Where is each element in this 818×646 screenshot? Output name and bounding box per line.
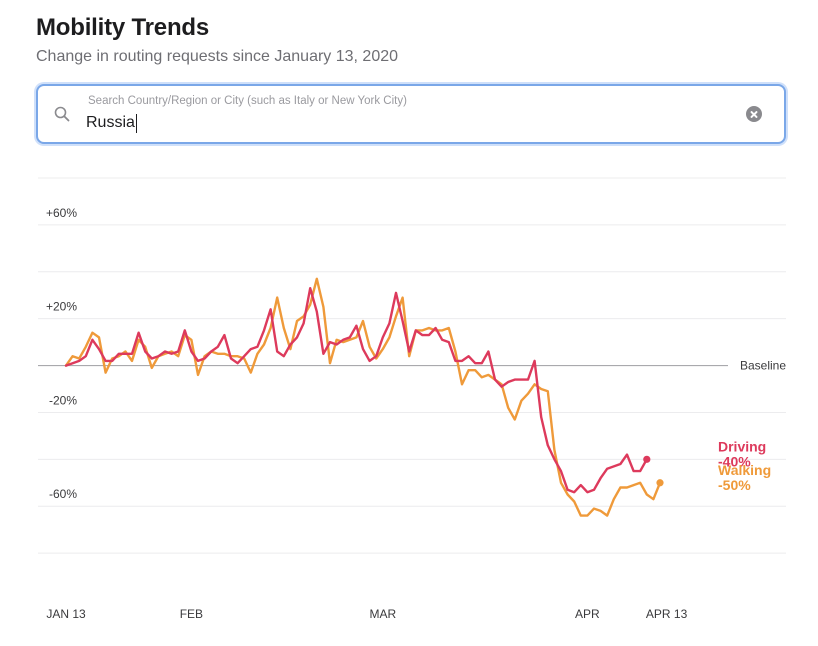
- search-icon: [54, 106, 70, 122]
- search-placeholder: Search Country/Region or City (such as I…: [88, 95, 407, 107]
- series-name-walking: Walking: [718, 462, 771, 478]
- search-box[interactable]: Search Country/Region or City (such as I…: [36, 84, 786, 144]
- y-tick-label: -20%: [49, 393, 77, 407]
- series-line-walking: [64, 277, 662, 517]
- text-caret: [135, 114, 137, 133]
- x-tick-label: MAR: [369, 607, 396, 621]
- baseline-label: Baseline: [740, 359, 786, 373]
- x-tick-label: FEB: [180, 607, 203, 621]
- series-end-value-walking: -50%: [718, 477, 751, 493]
- x-tick-label: APR: [575, 607, 600, 621]
- x-tick-label: JAN 13: [46, 607, 86, 621]
- y-tick-label: +60%: [46, 206, 77, 220]
- series-end-point-driving: [643, 455, 651, 463]
- page-subtitle: Change in routing requests since January…: [36, 48, 399, 65]
- page-title: Mobility Trends: [36, 14, 210, 41]
- series-name-driving: Driving: [718, 438, 766, 454]
- y-tick-label: -60%: [49, 487, 77, 501]
- x-tick-label: APR 13: [646, 607, 688, 621]
- series-end-value-driving: -40%: [718, 453, 751, 469]
- clear-icon[interactable]: [746, 106, 762, 122]
- series-end-point-walking: [656, 479, 664, 487]
- y-tick-label: +20%: [46, 300, 77, 314]
- series-line-driving: [64, 287, 648, 494]
- search-input[interactable]: [86, 112, 686, 134]
